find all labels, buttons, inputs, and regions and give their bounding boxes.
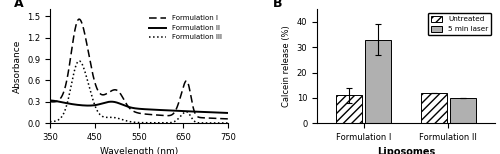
X-axis label: Liposomes: Liposomes xyxy=(377,148,435,154)
Legend: Formulation I, Formulation II, Formulation III: Formulation I, Formulation II, Formulati… xyxy=(146,13,224,43)
Y-axis label: Absorbance: Absorbance xyxy=(12,40,22,93)
Bar xyxy=(450,98,475,123)
Y-axis label: Calcein release (%): Calcein release (%) xyxy=(282,25,291,107)
Bar xyxy=(366,40,390,123)
Bar xyxy=(336,95,362,123)
Text: B: B xyxy=(272,0,282,10)
Legend: Untreated, 5 min laser: Untreated, 5 min laser xyxy=(428,13,492,35)
Bar xyxy=(422,93,446,123)
X-axis label: Wavelength (nm): Wavelength (nm) xyxy=(100,148,178,154)
Text: A: A xyxy=(14,0,24,10)
